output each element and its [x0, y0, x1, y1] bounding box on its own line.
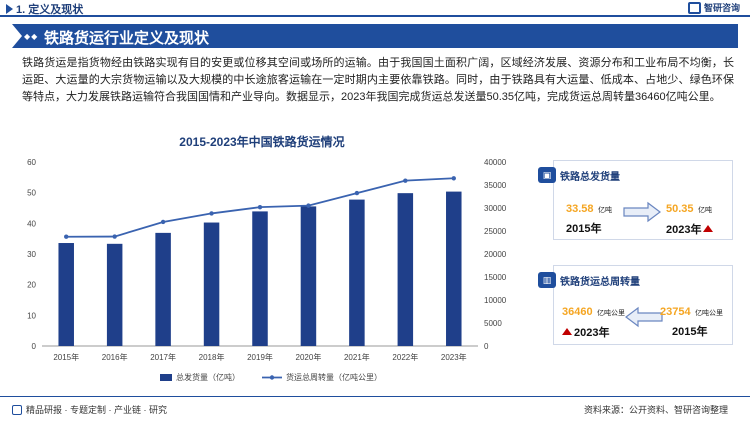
- title-banner: ◆◆ 铁路货运行业定义及现状: [12, 24, 738, 48]
- x-tick-label: 2017年: [150, 352, 176, 362]
- y-left-tick-label: 60: [27, 158, 36, 167]
- y-right-tick-label: 25000: [484, 227, 507, 236]
- bar-chart-icon: ▥: [538, 272, 556, 288]
- bar: [155, 232, 171, 346]
- up-arrow-icon: [703, 225, 714, 233]
- x-tick-label: 2016年: [102, 352, 128, 362]
- bar: [203, 222, 220, 346]
- banner-notch: [12, 24, 22, 48]
- bar: [106, 243, 123, 346]
- freight-from-year: 2015年: [566, 223, 602, 235]
- line-point: [451, 176, 456, 181]
- y-right-tick-label: 15000: [484, 273, 507, 282]
- turnover-from-year: 2015年: [672, 326, 708, 338]
- x-tick-label: 2023年: [441, 352, 467, 362]
- brand-name: 智研咨询: [703, 3, 740, 13]
- chart-title: 2015-2023年中国铁路货运情况: [179, 135, 345, 149]
- card-freight-title: 铁路总发货量: [560, 171, 620, 183]
- line-point: [160, 219, 166, 225]
- card-freight-turnover: ▥ 铁路货运总周转量 36460 亿吨公里 2023年 23754 亿吨公里 2…: [538, 265, 733, 345]
- freight-to-unit: 亿吨: [697, 207, 712, 214]
- turnover-from-value: 23754: [660, 306, 691, 318]
- card-turnover-title: 铁路货运总周转量: [560, 276, 640, 288]
- freight-to-year-row: 2023年: [666, 220, 714, 238]
- y-left-tick-label: 50: [27, 189, 36, 198]
- footer-left-text: 精品研报 · 专题定制 · 产业链 · 研究: [26, 405, 167, 415]
- line-point: [112, 234, 117, 239]
- y-right-tick-label: 20000: [484, 250, 507, 259]
- section-title: 1. 定义及现状: [16, 4, 84, 16]
- freight-to: 50.35 亿吨 2023年: [666, 199, 714, 238]
- card-freight-header: ▣ 铁路总发货量: [538, 167, 620, 183]
- bar: [300, 206, 317, 346]
- y-right-tick-label: 40000: [484, 158, 507, 167]
- bar: [349, 199, 365, 346]
- y-right-tick-label: 30000: [484, 204, 507, 213]
- right-arrow-icon: [623, 201, 661, 223]
- section-marker-icon: [6, 4, 13, 14]
- brand: 智研咨询: [687, 1, 740, 14]
- report-icon: [12, 404, 22, 415]
- legend-swatch-bar: [160, 374, 172, 381]
- line-point: [306, 203, 311, 208]
- turnover-to-value: 36460: [562, 306, 593, 318]
- turnover-to: 36460 亿吨公里 2023年: [562, 302, 625, 341]
- line-point: [354, 190, 360, 196]
- turnover-from-unit: 亿吨公里: [695, 310, 724, 317]
- brand-logo-icon: [687, 1, 701, 14]
- freight-chart: 0 10 20 30 40 50 60 0 5000 10000 15000 20000 25000 30…: [27, 158, 507, 382]
- x-tick-label: 2020年: [296, 352, 322, 362]
- up-arrow-icon: [562, 328, 572, 336]
- legend-marker-line: [269, 375, 275, 380]
- line-point: [64, 234, 69, 239]
- x-tick-label: 2021年: [344, 352, 370, 362]
- turnover-from: 23754 亿吨公里 2015年: [660, 302, 723, 339]
- y-right-tick-label: 10000: [484, 296, 507, 305]
- card-freight-volume: ▣ 铁路总发货量 33.58 亿吨 2015年 50.35 亿吨 2023年: [538, 160, 733, 240]
- y-left-tick-label: 30: [27, 250, 36, 259]
- y-right-tick-label: 35000: [484, 181, 507, 190]
- x-tick-label: 2018年: [199, 352, 225, 362]
- turnover-to-year-row: 2023年: [562, 323, 625, 341]
- line-point: [209, 211, 214, 216]
- y-left-tick-label: 40: [27, 219, 36, 228]
- freight-from-unit: 亿吨: [597, 207, 612, 214]
- y-left-tick-label: 10: [27, 311, 36, 320]
- y-left-tick-label: 0: [32, 342, 37, 351]
- legend-label-line: 货运总周转量（亿吨公里）: [286, 372, 382, 382]
- y-right-tick-label: 0: [484, 342, 489, 351]
- footer-source: 资料来源：公开资料、智研咨询整理: [583, 405, 728, 415]
- top-bar: 1. 定义及现状 智研咨询: [0, 0, 750, 17]
- truck-icon: ▣: [538, 167, 556, 183]
- line-point: [403, 178, 408, 183]
- x-tick-label: 2015年: [53, 352, 79, 362]
- line-point: [257, 204, 263, 210]
- footer-divider: [0, 396, 750, 397]
- bar: [397, 193, 414, 346]
- freight-to-year: 2023年: [666, 224, 702, 236]
- intro-paragraph: 铁路货运是指货物经由铁路实现有目的安更或位移其空间或场所的运输。由于我国国土面积…: [22, 57, 734, 104]
- x-tick-label: 2022年: [392, 352, 418, 362]
- turnover-to-year: 2023年: [574, 327, 610, 339]
- bar: [446, 191, 462, 346]
- legend-label-bar: 总发货量（亿吨）: [176, 372, 240, 382]
- y-left-tick-label: 20: [27, 281, 36, 290]
- freight-to-value: 50.35: [666, 203, 694, 215]
- top-divider: [0, 15, 750, 17]
- banner-title: 铁路货运行业定义及现状: [44, 30, 210, 47]
- turnover-to-unit: 亿吨公里: [597, 310, 626, 317]
- y-right-tick-label: 5000: [484, 319, 502, 328]
- bar: [58, 243, 74, 346]
- x-tick-label: 2019年: [247, 352, 273, 362]
- banner-chevron-icon: ◆◆: [24, 32, 39, 41]
- left-arrow-icon: [625, 306, 663, 328]
- freight-from-value: 33.58: [566, 203, 594, 215]
- card-turnover-header: ▥ 铁路货运总周转量: [538, 272, 640, 288]
- freight-from: 33.58 亿吨 2015年: [566, 199, 612, 236]
- footer-left: 精品研报 · 专题定制 · 产业链 · 研究: [12, 403, 167, 416]
- bar: [252, 211, 268, 346]
